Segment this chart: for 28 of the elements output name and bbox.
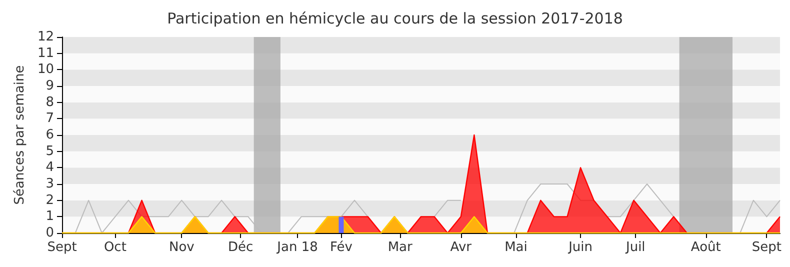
x-tick-label: Fév bbox=[330, 240, 353, 255]
y-tick-label: 3 bbox=[46, 176, 54, 192]
y-tick-label: 11 bbox=[37, 46, 54, 61]
x-tick-label: Juil bbox=[624, 240, 646, 255]
y-axis-title: Séances par semaine bbox=[12, 65, 28, 205]
x-tick-label: Août bbox=[690, 240, 721, 255]
y-tick-label: 4 bbox=[46, 160, 54, 176]
x-tick-label: Oct bbox=[104, 240, 126, 255]
x-tick-label: Juin bbox=[568, 240, 593, 255]
y-tick-label: 0 bbox=[46, 226, 54, 240]
y-tick-label: 10 bbox=[37, 62, 54, 78]
x-tick-label: Nov bbox=[168, 240, 195, 255]
y-tick-label: 8 bbox=[46, 94, 54, 110]
chart-title: Participation en hémicycle au cours de la session 2017-2018 bbox=[167, 10, 623, 28]
x-tick-label: Déc bbox=[228, 240, 254, 255]
y-tick-label: 6 bbox=[46, 128, 54, 142]
x-tick-label: Sept bbox=[752, 240, 782, 255]
x-tick-label: Avr bbox=[450, 240, 472, 255]
y-tick-label: 1 bbox=[46, 209, 54, 224]
y-tick-label: 5 bbox=[46, 144, 54, 159]
x-tick-label: Jan 18 bbox=[276, 240, 318, 255]
x-tick-label: Mai bbox=[504, 240, 528, 255]
x-tick-label: Mar bbox=[388, 240, 414, 255]
y-tick-label: 12 bbox=[37, 30, 54, 44]
y-tick-label: 9 bbox=[46, 78, 54, 94]
y-tick-label: 2 bbox=[46, 192, 54, 208]
x-tick-label: Sept bbox=[47, 240, 77, 255]
y-tick-label: 7 bbox=[46, 111, 54, 126]
